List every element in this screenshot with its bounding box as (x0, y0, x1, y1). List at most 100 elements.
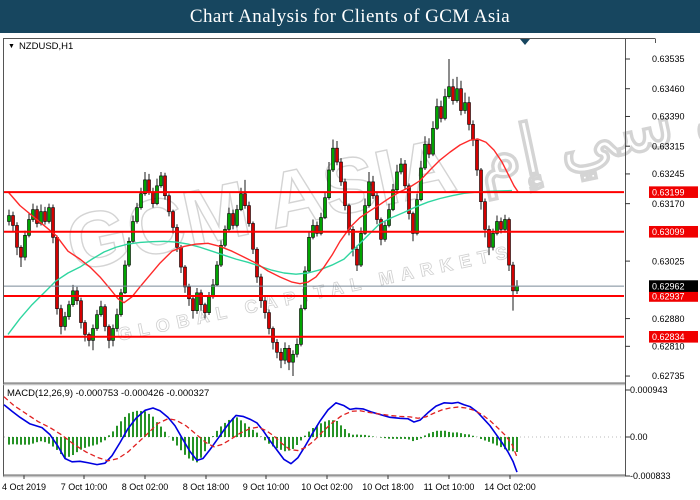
candle-bull (463, 102, 467, 111)
candle-bear (427, 143, 431, 155)
candle-bear (15, 225, 19, 248)
candle-bear (351, 229, 355, 250)
panel-divider-light (3, 384, 625, 386)
panel-divider (3, 382, 625, 384)
date-label: 8 Oct 02:00 (122, 482, 169, 492)
candle-bull (303, 270, 307, 309)
candle-bear (287, 347, 291, 363)
candle-bear (19, 246, 23, 258)
candle-bear (407, 185, 411, 214)
candle-bear (151, 191, 155, 204)
date-label: 14 Oct 02:00 (484, 482, 536, 492)
candle-bull (455, 88, 459, 101)
date-label: 10 Oct 18:00 (362, 482, 414, 492)
date-label: 7 Oct 10:00 (61, 482, 108, 492)
candle-bull (215, 264, 219, 286)
title-bar: Chart Analysis for Clients of GCM Asia (0, 0, 700, 33)
price-level-badge (649, 331, 698, 343)
candle-bear (175, 227, 179, 248)
candle-bull (47, 207, 51, 222)
candle-bull (207, 296, 211, 313)
candle-bull (491, 233, 495, 248)
candle-bear (179, 246, 183, 268)
candle-bull (419, 167, 423, 200)
price-tick-label: 0.63390 (652, 112, 685, 122)
candle-bull (123, 264, 127, 294)
candle-bear (279, 351, 283, 361)
candle-bull (71, 290, 75, 306)
candle-bear (355, 248, 359, 266)
candle-bull (319, 217, 323, 234)
symbol-marker-icon: ▼ (8, 43, 15, 50)
candle-bear (147, 179, 151, 193)
candle-bull (435, 106, 439, 129)
candle-bull (395, 171, 399, 191)
price-tick-label: 0.63170 (652, 199, 685, 209)
candle-bull (135, 207, 139, 222)
price-level-badge (649, 225, 698, 238)
candle-bear (271, 328, 275, 343)
candle-bull (423, 143, 427, 169)
candle-bear (403, 163, 407, 187)
candle-bull (91, 328, 95, 341)
price-tick-label: 0.63315 (652, 141, 685, 151)
price-level-badge-text: 0.63199 (652, 188, 685, 198)
date-label: 8 Oct 18:00 (183, 482, 230, 492)
candle-bear (499, 221, 503, 230)
candle-bull (283, 347, 287, 361)
candle-bull (7, 215, 11, 222)
candle-bull (111, 328, 115, 341)
candle-bear (191, 298, 195, 311)
candle-bull (159, 175, 163, 187)
current-price-badge-text: 0.62962 (652, 281, 685, 291)
candle-bear (451, 86, 455, 101)
candle-bull (99, 306, 103, 315)
price-tick-label: 0.63460 (652, 84, 685, 94)
candle-bull (323, 197, 327, 218)
candle-bear (163, 175, 167, 197)
candle-bull (447, 86, 451, 97)
price-level-badge-text: 0.62937 (652, 291, 685, 301)
candle-bull (503, 219, 507, 230)
candle-bear (59, 308, 63, 327)
price-tick-label: 0.62880 (652, 314, 685, 324)
candle-bear (487, 229, 491, 248)
price-tick-label: 0.63025 (652, 256, 685, 266)
candle-bear (187, 286, 191, 300)
candle-bull (295, 344, 299, 355)
frame-bottom-light (3, 476, 625, 478)
candle-bull (331, 147, 335, 171)
candle-bull (291, 353, 295, 363)
candle-bear (511, 264, 515, 292)
candle-bear (183, 266, 187, 288)
candle-bear (335, 147, 339, 163)
date-label: 9 Oct 10:00 (243, 482, 290, 492)
candle-bull (307, 237, 311, 272)
candle-bear (507, 219, 511, 266)
symbol-timeframe-label[interactable]: ▼ NZDUSD,H1 (8, 41, 73, 52)
candle-bull (63, 316, 67, 327)
candle-bull (143, 179, 147, 195)
candle-bear (483, 201, 487, 230)
candle-bear (35, 209, 39, 224)
candle-bull (23, 235, 27, 258)
date-label: 4 Oct 2019 (2, 482, 46, 492)
price-level-badge (649, 290, 698, 302)
candle-bear (315, 225, 319, 234)
price-tick-label: 0.63245 (652, 169, 685, 179)
candle-bear (55, 237, 59, 309)
candle-bear (343, 181, 347, 206)
date-label: 11 Oct 10:00 (424, 482, 475, 492)
candle-bear (247, 205, 251, 224)
candle-bull (235, 209, 239, 226)
macd-tick-label: -0.000833 (630, 471, 671, 481)
candle-bear (479, 169, 483, 202)
candle-bear (379, 219, 383, 240)
candle-bull (327, 169, 331, 199)
price-level-badge (649, 186, 698, 198)
candle-bull (367, 181, 371, 206)
frame-bottom (3, 474, 625, 476)
candle-bear (203, 304, 207, 313)
candle-bull (67, 304, 71, 317)
